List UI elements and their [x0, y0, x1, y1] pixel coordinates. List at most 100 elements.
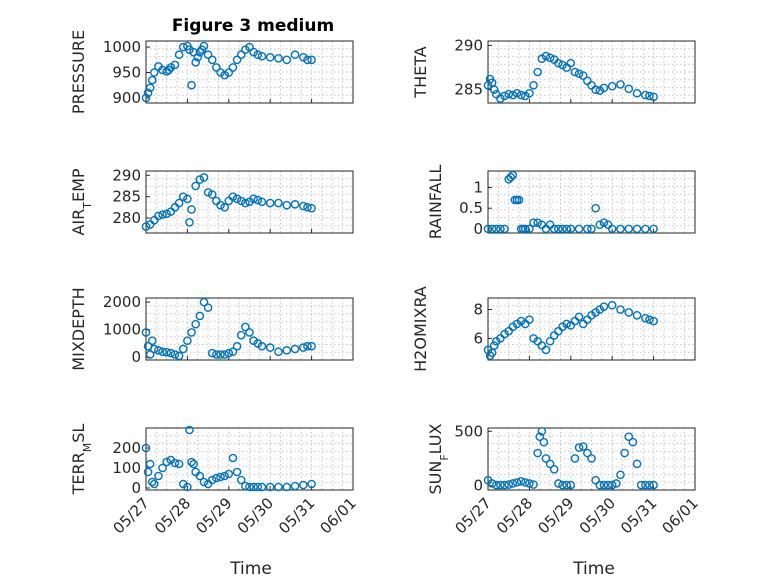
data-point	[191, 58, 200, 67]
data-point	[508, 170, 518, 180]
data-point	[162, 209, 171, 219]
data-point	[174, 459, 184, 469]
data-point	[212, 63, 221, 72]
data-point	[595, 480, 605, 490]
data-point	[174, 351, 184, 361]
data-point	[624, 84, 634, 94]
data-point	[506, 172, 516, 182]
y-axis-label: AIRTEMP	[69, 168, 94, 235]
y-tick-label: 285	[112, 188, 141, 206]
data-point	[207, 348, 217, 358]
data-point	[616, 224, 625, 234]
data-point	[257, 197, 267, 207]
data-point	[216, 200, 225, 210]
y-axis-label: PRESSURE	[69, 30, 88, 114]
data-point	[207, 475, 217, 485]
y-tick-label: 0	[131, 348, 141, 366]
data-point	[257, 482, 267, 492]
data-point	[587, 454, 596, 463]
axes-air_temp: 280 285 290 AIRTEMP	[69, 166, 354, 236]
data-point	[529, 218, 538, 227]
x-tick-label: 06/01	[659, 494, 702, 537]
data-point	[228, 347, 238, 357]
data-point	[533, 448, 542, 458]
data-point	[174, 198, 184, 208]
data-point	[141, 443, 151, 453]
data-point	[241, 481, 250, 491]
data-point	[220, 203, 229, 212]
data-point	[265, 343, 275, 352]
data-point	[583, 448, 592, 458]
data-point	[641, 313, 650, 323]
data-point	[145, 83, 155, 93]
data-point	[533, 218, 542, 227]
y-axis-label: THETA	[411, 46, 430, 98]
data-point	[636, 480, 646, 490]
data-point	[514, 195, 524, 205]
data-point	[143, 88, 153, 98]
data-point	[147, 477, 157, 487]
data-point	[220, 471, 229, 481]
data-point	[645, 315, 654, 324]
data-point	[574, 69, 584, 79]
data-point	[537, 426, 547, 436]
y-tick-label: 6	[473, 329, 483, 347]
data-point	[174, 50, 184, 60]
data-point	[249, 482, 258, 492]
data-point	[149, 68, 159, 77]
y-tick-label: 290	[112, 166, 141, 184]
data-point	[562, 319, 571, 329]
data-point	[147, 75, 157, 85]
data-point	[147, 336, 157, 346]
data-point	[641, 224, 650, 234]
data-point	[307, 479, 316, 489]
axes-theta: 285 290 THETA	[411, 36, 696, 104]
data-point	[253, 50, 263, 60]
data-point	[195, 175, 205, 184]
data-point	[562, 480, 571, 490]
x-axis-label-right: Time	[572, 559, 615, 579]
data-point	[228, 63, 238, 72]
y-tick-label: 0.5	[459, 199, 483, 217]
y-tick-label: 200	[112, 439, 141, 457]
data-point	[193, 52, 203, 62]
data-point	[549, 331, 559, 340]
data-point	[641, 90, 650, 100]
y-axis-label-subscript: F	[438, 454, 451, 460]
data-point	[185, 218, 194, 227]
y-tick-label: 285	[454, 81, 483, 99]
data-point	[290, 344, 300, 354]
data-point	[603, 480, 613, 490]
data-point	[541, 345, 551, 355]
data-point	[491, 480, 501, 490]
data-point	[520, 224, 530, 234]
x-tick-label: 05/31	[275, 494, 318, 537]
data-point	[554, 58, 563, 68]
data-point	[541, 51, 551, 61]
data-point	[554, 224, 563, 234]
y-tick-label: 0	[131, 479, 141, 497]
data-point	[554, 326, 563, 336]
data-point	[549, 224, 559, 234]
data-point	[290, 200, 300, 209]
y-tick-label: 1000	[103, 38, 141, 56]
data-point	[558, 480, 567, 490]
data-point	[232, 194, 242, 204]
data-point	[212, 350, 221, 359]
data-point	[516, 90, 526, 100]
data-point	[583, 76, 592, 86]
data-point	[566, 224, 576, 234]
data-point	[245, 328, 254, 337]
data-point	[487, 224, 497, 234]
data-point	[525, 479, 534, 488]
data-point	[274, 198, 283, 208]
y-axis-label: MIXDEPTH	[69, 287, 88, 370]
data-point	[520, 478, 530, 487]
data-point	[183, 336, 192, 346]
data-point	[189, 47, 198, 57]
y-axis-label-part: EMP	[69, 168, 88, 202]
data-point	[512, 88, 522, 98]
